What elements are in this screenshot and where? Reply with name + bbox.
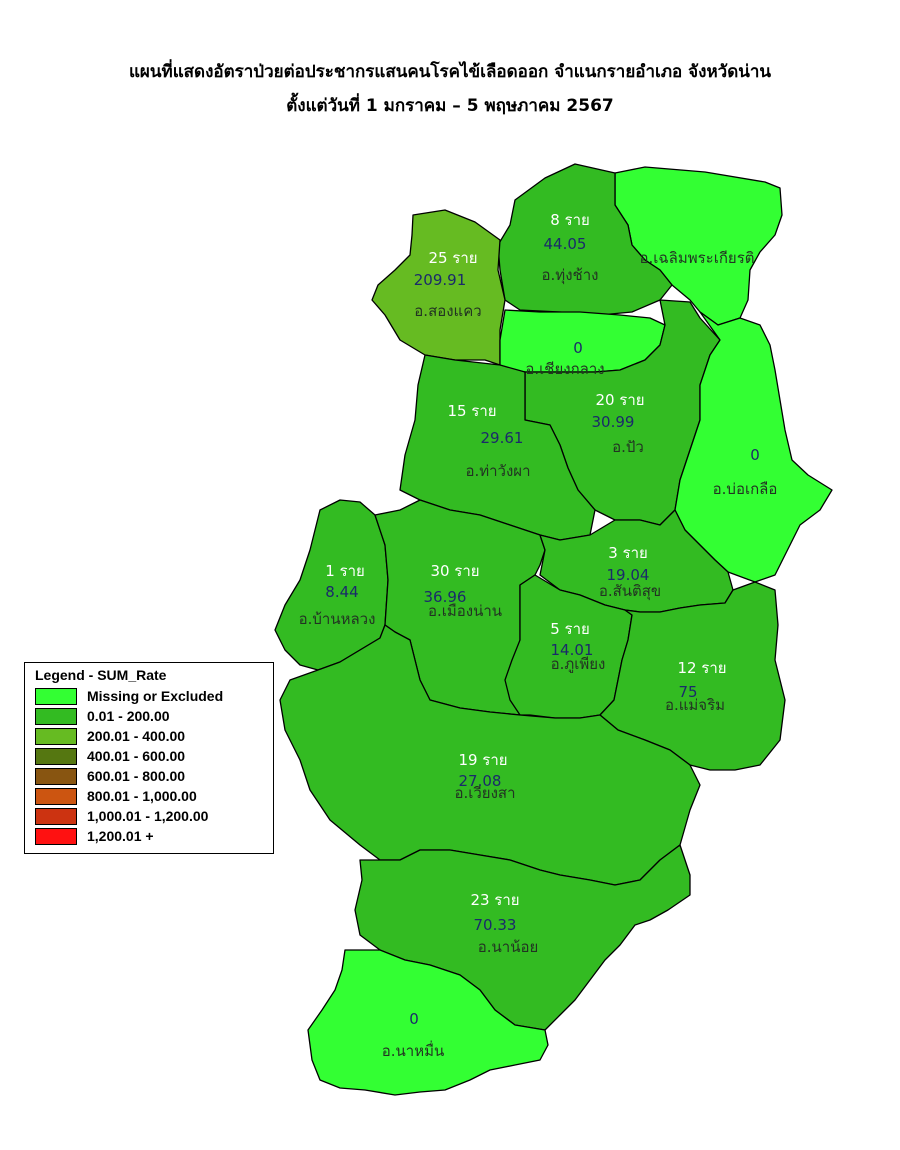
chaloem-name: อ.เฉลิมพระเกียรติ bbox=[640, 249, 755, 267]
legend-swatch bbox=[35, 767, 77, 785]
tha-wang-pha-rate: 29.61 bbox=[481, 429, 524, 447]
mae-charim-cases: 12 ราย bbox=[677, 659, 726, 677]
district-bo-kluea[interactable] bbox=[674, 311, 833, 583]
na-muen-rate: 0 bbox=[409, 1010, 419, 1028]
santi-suk-cases: 3 ราย bbox=[608, 544, 648, 562]
map-title: แผนที่แสดงอัตราป่วยต่อประชากรแสนคนโรคไข้… bbox=[128, 62, 772, 82]
ban-luang-rate: 8.44 bbox=[325, 583, 358, 601]
pua-name: อ.ปัว bbox=[612, 438, 644, 456]
legend-item-range-2: 200.01 - 400.00 bbox=[35, 726, 273, 746]
pua-cases: 20 ราย bbox=[595, 391, 644, 409]
map-legend: Legend - SUM_Rate Missing or Excluded 0.… bbox=[24, 662, 274, 854]
phu-phiang-name: อ.ภูเพียง bbox=[551, 655, 606, 673]
thung-chang-cases: 8 ราย bbox=[550, 211, 590, 229]
district-mae-charim[interactable] bbox=[599, 581, 786, 771]
thung-chang-name: อ.ทุ่งช้าง bbox=[542, 266, 599, 285]
bo-kluea-name: อ.บ่อเกลือ bbox=[713, 480, 778, 498]
legend-swatch bbox=[35, 707, 77, 725]
thung-chang-rate: 44.05 bbox=[544, 235, 587, 253]
legend-item-missing: Missing or Excluded bbox=[35, 686, 273, 706]
santi-suk-rate: 19.04 bbox=[607, 566, 650, 584]
song-khwae-name: อ.สองแคว bbox=[414, 302, 481, 320]
legend-label: 800.01 - 1,000.00 bbox=[87, 788, 197, 804]
santi-suk-name: อ.สันติสุข bbox=[599, 582, 661, 601]
bo-kluea-rate: 0 bbox=[750, 446, 760, 464]
na-noi-name: อ.นาน้อย bbox=[478, 938, 539, 956]
map-title-block: แผนที่แสดงอัตราป่วยต่อประชากรแสนคนโรคไข้… bbox=[0, 55, 900, 123]
legend-swatch bbox=[35, 687, 77, 705]
ban-luang-name: อ.บ้านหลวง bbox=[299, 610, 376, 628]
legend-item-range-3: 400.01 - 600.00 bbox=[35, 746, 273, 766]
wiang-sa-rate: 27.08 bbox=[459, 772, 502, 790]
na-muen-name: อ.นาหมื่น bbox=[382, 1040, 444, 1060]
na-noi-cases: 23 ราย bbox=[470, 891, 519, 909]
chiang-klang-rate: 0 bbox=[573, 339, 583, 357]
district-wiang-sa[interactable] bbox=[279, 624, 701, 886]
legend-label: 1,200.01 + bbox=[87, 828, 154, 844]
legend-label: 600.01 - 800.00 bbox=[87, 768, 186, 784]
tha-wang-pha-cases: 15 ราย bbox=[447, 402, 496, 420]
district-na-muen[interactable] bbox=[307, 949, 549, 1096]
mueang-nan-name: อ.เมืองน่าน bbox=[428, 602, 502, 620]
legend-title: Legend - SUM_Rate bbox=[35, 667, 167, 683]
legend-label: 1,000.01 - 1,200.00 bbox=[87, 808, 209, 824]
mae-charim-rate: 75 bbox=[678, 683, 697, 701]
tha-wang-pha-name: อ.ท่าวังผา bbox=[465, 462, 530, 480]
legend-swatch bbox=[35, 787, 77, 805]
ban-luang-cases: 1 ราย bbox=[325, 562, 365, 580]
phu-phiang-cases: 5 ราย bbox=[550, 620, 590, 638]
legend-item-range-1: 0.01 - 200.00 bbox=[35, 706, 273, 726]
legend-item-range-7: 1,200.01 + bbox=[35, 826, 273, 846]
district-thung-chang[interactable] bbox=[497, 163, 673, 316]
song-khwae-cases: 25 ราย bbox=[428, 249, 477, 267]
legend-item-range-6: 1,000.01 - 1,200.00 bbox=[35, 806, 273, 826]
mueang-nan-cases: 30 ราย bbox=[430, 562, 479, 580]
map-subtitle: ตั้งแต่วันที่ 1 มกราคม – 5 พฤษภาคม 2567 bbox=[286, 96, 614, 116]
wiang-sa-name: อ.เวียงสา bbox=[454, 784, 515, 802]
legend-swatch bbox=[35, 727, 77, 745]
legend-label: Missing or Excluded bbox=[87, 688, 224, 704]
legend-swatch bbox=[35, 747, 77, 765]
na-noi-rate: 70.33 bbox=[474, 916, 517, 934]
legend-label: 0.01 - 200.00 bbox=[87, 708, 170, 724]
legend-swatch bbox=[35, 827, 77, 845]
legend-swatch bbox=[35, 807, 77, 825]
wiang-sa-cases: 19 ราย bbox=[458, 751, 507, 769]
mueang-nan-rate: 36.96 bbox=[424, 588, 467, 606]
legend-item-range-4: 600.01 - 800.00 bbox=[35, 766, 273, 786]
legend-label: 200.01 - 400.00 bbox=[87, 728, 186, 744]
legend-item-range-5: 800.01 - 1,000.00 bbox=[35, 786, 273, 806]
chiang-klang-name: อ.เชียงกลาง bbox=[525, 360, 604, 378]
phu-phiang-rate: 14.01 bbox=[551, 641, 594, 659]
legend-label: 400.01 - 600.00 bbox=[87, 748, 186, 764]
song-khwae-rate: 209.91 bbox=[414, 271, 467, 289]
mae-charim-name: อ.แม่จริม bbox=[665, 696, 725, 714]
pua-rate: 30.99 bbox=[592, 413, 635, 431]
